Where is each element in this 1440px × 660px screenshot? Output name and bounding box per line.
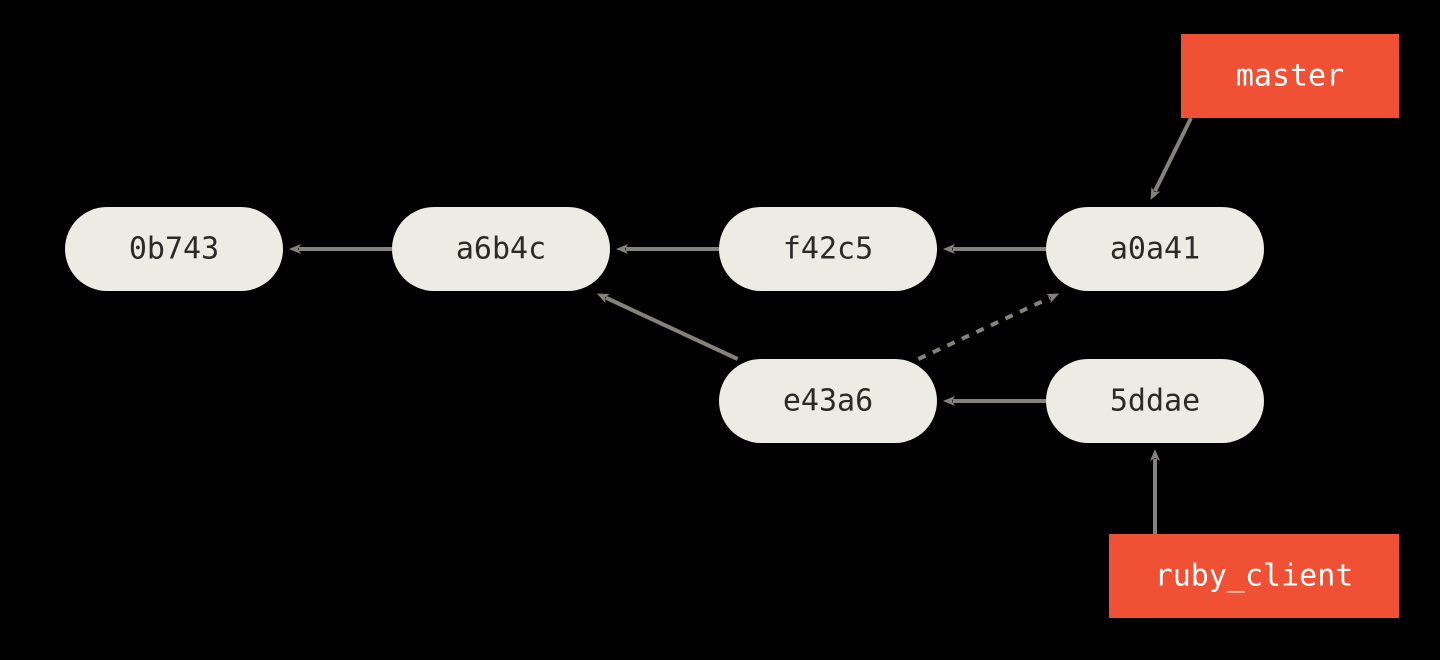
commit-c4: e43a6 [719,359,937,443]
git-graph: 0b743 a6b4c f42c5 a0a41 e43a6 5ddae master ruby… [0,0,1440,660]
commit-label: e43a6 [783,384,873,419]
commit-label: f42c5 [783,232,873,267]
commit-c3: a0a41 [1046,207,1264,291]
branch-master: master [1181,34,1399,118]
commit-c5: 5ddae [1046,359,1264,443]
edge-c4-c1 [606,298,738,359]
commit-c1: a6b4c [392,207,610,291]
commit-c2: f42c5 [719,207,937,291]
branch-label: master [1236,59,1344,94]
commit-c0: 0b743 [65,207,283,291]
edge-c4-c3 [918,298,1050,359]
commit-label: 5ddae [1110,384,1200,419]
edges-layer [299,118,1191,534]
commit-label: a0a41 [1110,232,1200,267]
branch-label: ruby_client [1155,559,1354,594]
branch-pointer-master [1155,118,1191,191]
nodes-layer: 0b743 a6b4c f42c5 a0a41 e43a6 5ddae master ruby… [65,34,1399,618]
commit-label: 0b743 [129,232,219,267]
branch-ruby_client: ruby_client [1109,534,1399,618]
commit-label: a6b4c [456,232,546,267]
